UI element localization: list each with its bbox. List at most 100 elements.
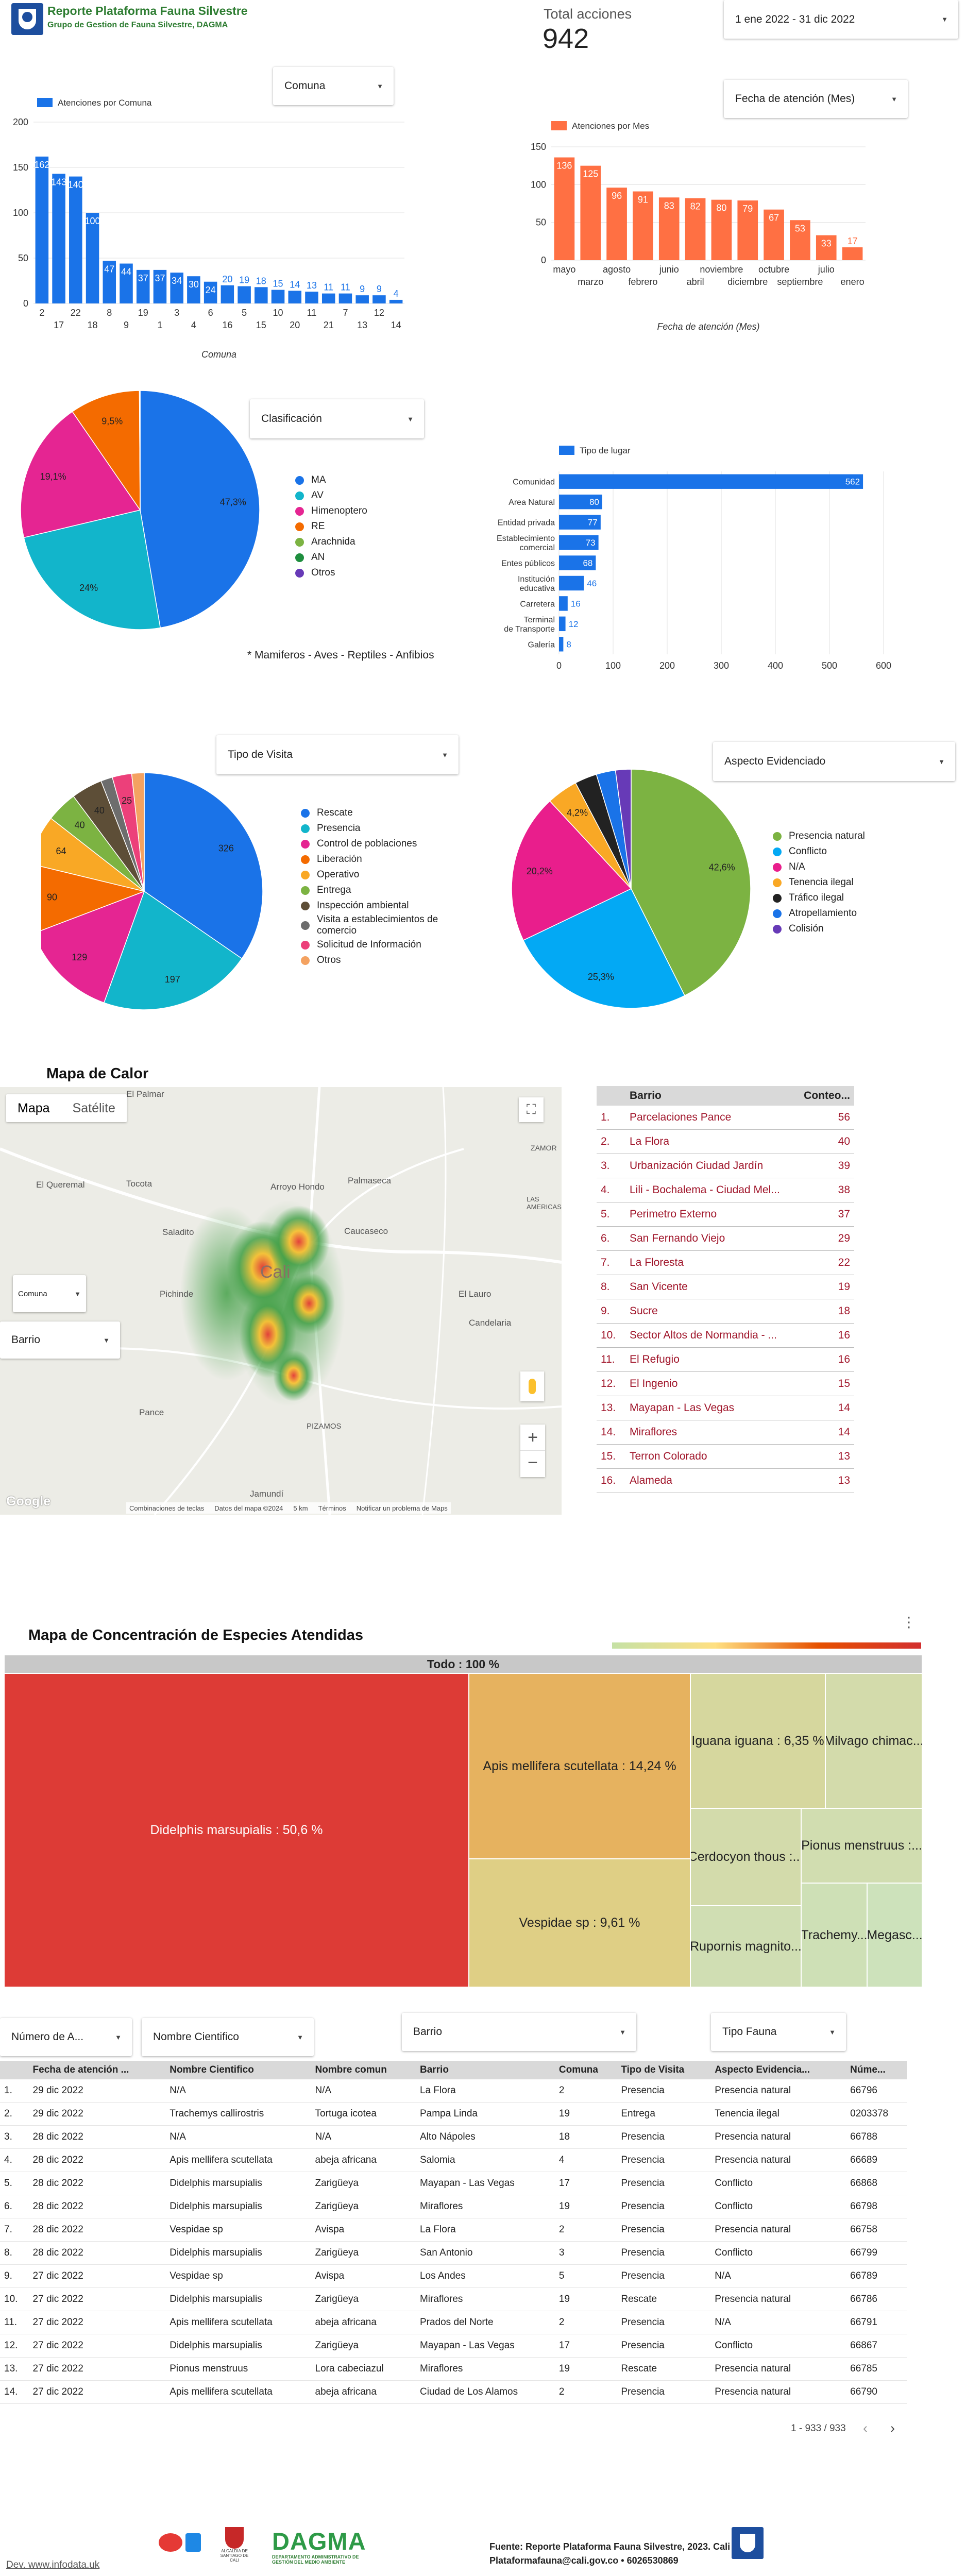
bar[interactable] — [559, 555, 596, 570]
bar[interactable] — [658, 197, 680, 260]
more-options-icon[interactable]: ⋮ — [902, 1614, 916, 1630]
pie-slice[interactable] — [615, 769, 632, 889]
bar[interactable] — [559, 637, 564, 652]
bar[interactable] — [816, 235, 837, 260]
treemap-cell[interactable]: Trachemy... — [801, 1883, 867, 1987]
table-row[interactable]: 10. 27 dic 2022 Didelphis marsupialis Zarig… — [0, 2287, 907, 2311]
pie-slice[interactable] — [522, 888, 686, 1009]
legend-item[interactable]: Visita a establecimientos de comercio — [301, 913, 455, 937]
column-header[interactable]: Nombre Cientifico — [165, 2061, 311, 2079]
barrio-filter[interactable]: Barrio ▼ — [402, 2013, 636, 2051]
date-range-picker[interactable]: 1 ene 2022 - 31 dic 2022 ▼ — [724, 0, 958, 39]
table-row[interactable]: 11. El Refugio 16 — [597, 1347, 854, 1372]
column-header[interactable]: Fecha de atención ... — [28, 2061, 166, 2079]
pegman-icon[interactable] — [520, 1371, 544, 1401]
legend-item[interactable]: Conflicto — [773, 844, 865, 859]
heat-map[interactable]: El Palmar El Queremal Tocota Arroyo Hond… — [0, 1087, 562, 1515]
numero-filter[interactable]: Número de A... ▼ — [0, 2018, 132, 2056]
table-row[interactable]: 12. El Ingenio 15 — [597, 1371, 854, 1396]
bar[interactable] — [580, 165, 601, 260]
column-header[interactable]: Núme... — [846, 2061, 907, 2079]
table-row[interactable]: 14. Miraflores 14 — [597, 1420, 854, 1445]
bar[interactable] — [321, 293, 335, 303]
bar[interactable] — [86, 213, 99, 303]
bar[interactable] — [559, 596, 568, 611]
bar[interactable] — [764, 209, 784, 260]
bar[interactable] — [103, 261, 116, 303]
legend-item[interactable]: Tráfico ilegal — [773, 890, 865, 906]
bar[interactable] — [559, 474, 863, 489]
legend-item[interactable]: Atropellamiento — [773, 906, 865, 921]
table-row[interactable]: 7. La Floresta 22 — [597, 1250, 854, 1275]
table-row[interactable]: 4. Lili - Bochalema - Ciudad Mel... 38 — [597, 1178, 854, 1202]
legend-item[interactable]: Presencia natural — [773, 828, 865, 844]
bar[interactable] — [633, 191, 653, 260]
satellite-tab[interactable]: Satélite — [72, 1101, 115, 1115]
column-header[interactable]: Barrio — [415, 2061, 555, 2079]
bar[interactable] — [842, 247, 863, 260]
table-row[interactable]: 9. 27 dic 2022 Vespidae sp Avispa Los Andes 5… — [0, 2264, 907, 2288]
legend-item[interactable]: Liberación — [301, 852, 455, 867]
table-row[interactable]: 14. 27 dic 2022 Apis mellifera scutellata a… — [0, 2380, 907, 2404]
fecha-mes-filter[interactable]: Fecha de atención (Mes) ▼ — [724, 80, 908, 118]
pie-slice[interactable] — [103, 890, 243, 1010]
bar[interactable] — [204, 281, 217, 303]
treemap-root[interactable]: Todo : 100 % — [4, 1655, 922, 1673]
bar[interactable] — [255, 287, 268, 303]
map-shortcuts-link[interactable]: Combinaciones de teclas — [129, 1504, 205, 1512]
tipo-fauna-filter[interactable]: Tipo Fauna ▼ — [711, 2013, 846, 2051]
dev-link[interactable]: Dev. www.infodata.uk — [6, 2560, 100, 2570]
table-row[interactable]: 5. 28 dic 2022 Didelphis marsupialis Zarigü… — [0, 2172, 907, 2195]
table-row[interactable]: 13. 27 dic 2022 Pionus menstruus Lora cabec… — [0, 2357, 907, 2381]
map-report-link[interactable]: Notificar un problema de Maps — [356, 1504, 448, 1512]
pie-slice[interactable] — [144, 772, 263, 959]
table-row[interactable]: 1. 29 dic 2022 N/A N/A La Flora 2 Presencia Pre… — [0, 2079, 907, 2103]
table-row[interactable]: 16. Alameda 13 — [597, 1468, 854, 1493]
legend-item[interactable]: Entrega — [301, 883, 455, 898]
bar[interactable] — [136, 269, 150, 303]
table-row[interactable]: 6. 28 dic 2022 Didelphis marsupialis Zarigü… — [0, 2195, 907, 2218]
map-comuna-filter[interactable]: Comuna ▼ — [13, 1275, 86, 1312]
column-header[interactable]: Comuna — [554, 2061, 617, 2079]
table-row[interactable]: 1. Parcelaciones Pance 56 — [597, 1106, 854, 1130]
treemap-cell[interactable]: Milvago chimac... — [825, 1673, 922, 1808]
table-row[interactable]: 8. 28 dic 2022 Didelphis marsupialis Zarigü… — [0, 2241, 907, 2265]
table-row[interactable]: 2. 29 dic 2022 Trachemys callirostris Tortu… — [0, 2102, 907, 2126]
nombre-cientifico-filter[interactable]: Nombre Cientifico ▼ — [142, 2018, 314, 2056]
bar[interactable] — [559, 616, 566, 632]
bar[interactable] — [187, 276, 200, 303]
pie-slice[interactable] — [631, 769, 751, 996]
bar[interactable] — [559, 515, 601, 530]
bar[interactable] — [554, 157, 575, 260]
treemap-cell[interactable]: Pionus menstruus :... — [801, 1808, 922, 1883]
map-terms-link[interactable]: Términos — [318, 1504, 346, 1512]
table-row[interactable]: 5. Perimetro Externo 37 — [597, 1202, 854, 1227]
table-row[interactable]: 11. 27 dic 2022 Apis mellifera scutellata a… — [0, 2311, 907, 2334]
zoom-out-icon[interactable]: − — [520, 1450, 545, 1477]
bar[interactable] — [52, 174, 65, 303]
bar[interactable] — [559, 535, 599, 550]
pie-slice[interactable] — [511, 800, 632, 941]
bar[interactable] — [372, 295, 386, 303]
clasificacion-filter[interactable]: Clasificación ▼ — [250, 399, 424, 438]
treemap-cell[interactable]: Cerdocyon thous :... — [690, 1808, 801, 1906]
table-row[interactable]: 9. Sucre 18 — [597, 1299, 854, 1324]
table-row[interactable]: 8. San Vicente 19 — [597, 1275, 854, 1299]
aspecto-filter[interactable]: Aspecto Evidenciado ▼ — [713, 742, 955, 781]
bar[interactable] — [35, 156, 49, 303]
map-tab[interactable]: Mapa — [18, 1101, 50, 1115]
legend-item[interactable]: Himenoptero — [295, 503, 367, 519]
legend-item[interactable]: Presencia — [301, 821, 455, 836]
zoom-in-icon[interactable]: + — [528, 1428, 538, 1447]
bar[interactable] — [120, 263, 133, 303]
table-row[interactable]: 3. Urbanización Ciudad Jardín 39 — [597, 1154, 854, 1178]
bar[interactable] — [170, 273, 183, 303]
bar[interactable] — [559, 494, 602, 510]
bar[interactable] — [288, 291, 302, 303]
bar[interactable] — [737, 200, 758, 260]
pie-slice[interactable] — [41, 890, 145, 1004]
legend-item[interactable]: Operativo — [301, 867, 455, 883]
legend-item[interactable]: N/A — [773, 859, 865, 875]
table-row[interactable]: 7. 28 dic 2022 Vespidae sp Avispa La Flora 2 P… — [0, 2218, 907, 2242]
legend-item[interactable]: Rescate — [301, 805, 455, 821]
